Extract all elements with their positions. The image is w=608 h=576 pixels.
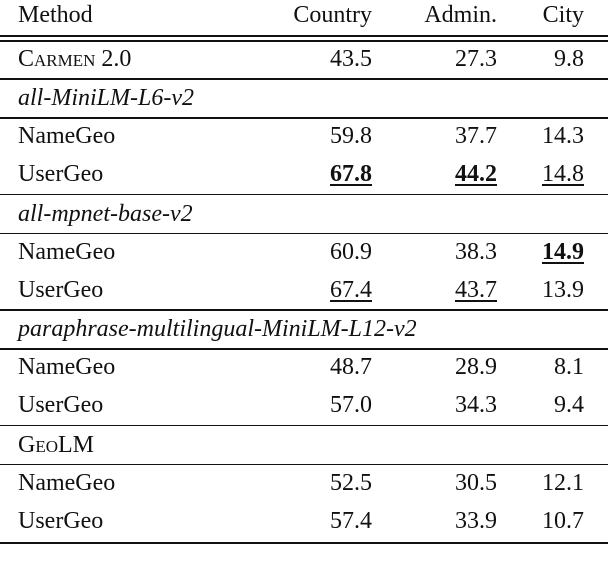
cell-value: 60.9	[330, 238, 372, 265]
cell-value: 14.3	[542, 123, 584, 149]
group-rule	[0, 463, 608, 465]
cell-value: 57.4	[330, 507, 372, 534]
column-header: Admin.	[424, 2, 497, 28]
cell-value: 38.3	[455, 238, 497, 265]
group-name: all-mpnet-base-v2	[18, 200, 193, 227]
cell-value: 12.1	[542, 469, 584, 496]
method-name: Carmen 2.0	[18, 46, 132, 72]
cell-value: 59.8	[330, 123, 372, 149]
header-rule	[0, 40, 608, 42]
cell-value: 28.9	[455, 354, 497, 380]
cell-value: 10.7	[542, 507, 584, 534]
group-rule	[0, 193, 608, 195]
cell-value: 14.9	[542, 238, 584, 265]
header-rule	[0, 35, 608, 37]
cell-value: 67.8	[330, 161, 372, 187]
cell-value: 67.4	[330, 276, 372, 303]
cell-value: 37.7	[455, 123, 497, 149]
column-header: Method	[18, 2, 93, 28]
cell-value: 9.4	[554, 392, 584, 418]
column-header: Country	[293, 2, 372, 28]
cell-value: 8.1	[554, 354, 584, 380]
cell-value: 13.9	[542, 276, 584, 303]
cell-value: 30.5	[455, 469, 497, 496]
cell-value: 34.3	[455, 392, 497, 418]
cell-value: 43.7	[455, 276, 497, 303]
cell-value: 33.9	[455, 507, 497, 534]
method-name: UserGeo	[18, 392, 104, 418]
method-name: UserGeo	[18, 507, 104, 534]
method-name: NameGeo	[18, 238, 116, 265]
group-rule	[0, 78, 608, 80]
group-rule	[0, 117, 608, 119]
method-name: NameGeo	[18, 354, 116, 380]
cell-value: 44.2	[455, 161, 497, 187]
group-rule	[0, 424, 608, 426]
cell-value: 57.0	[330, 392, 372, 418]
cell-value: 27.3	[455, 46, 497, 72]
group-name: GeoLM	[18, 431, 94, 458]
method-name: UserGeo	[18, 276, 104, 303]
group-name: all-MiniLM-L6-v2	[18, 85, 194, 111]
method-name: NameGeo	[18, 469, 116, 496]
method-name: UserGeo	[18, 161, 104, 187]
group-rule	[0, 348, 608, 350]
bottom-rule	[0, 542, 608, 544]
cell-value: 14.8	[542, 161, 584, 187]
group-rule	[0, 232, 608, 234]
cell-value: 9.8	[554, 46, 584, 72]
group-name: paraphrase-multilingual-MiniLM-L12-v2	[18, 316, 417, 342]
group-rule	[0, 309, 608, 311]
cell-value: 48.7	[330, 354, 372, 380]
cell-value: 52.5	[330, 469, 372, 496]
method-name: NameGeo	[18, 123, 116, 149]
cell-value: 43.5	[330, 46, 372, 72]
column-header: City	[542, 2, 584, 28]
